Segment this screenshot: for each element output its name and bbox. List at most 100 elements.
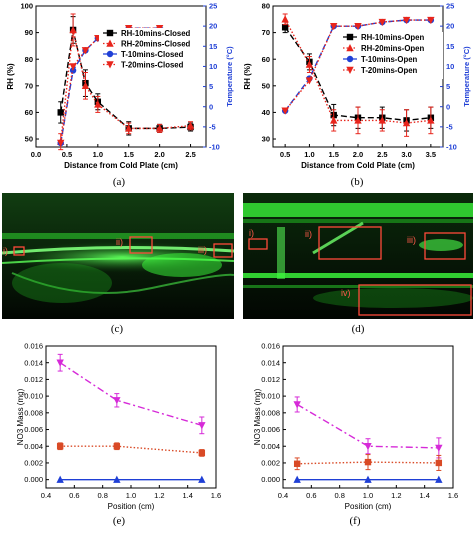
data-point xyxy=(330,116,338,124)
y2-tick-label: -10 xyxy=(209,143,220,152)
caption-e: (e) xyxy=(112,515,126,527)
y-tick-label: 0.012 xyxy=(261,375,280,384)
y-tick-label: 70 xyxy=(25,81,33,90)
y2-tick-label: 10 xyxy=(209,62,217,71)
x-tick-label: 1.4 xyxy=(182,491,192,500)
x-tick-label: 0.4 xyxy=(41,491,51,500)
x-tick-label: 0.0 xyxy=(31,150,41,159)
y-tick-label: 0.002 xyxy=(261,459,280,468)
data-point xyxy=(57,139,65,147)
data-point xyxy=(186,121,195,129)
y2-tick-label: 15 xyxy=(209,42,217,51)
chart-b: 0.5 1.0 1.5 2.0 2.5 3.0 3.5 30 40 50 60 70 80 -10 -5 0 5… xyxy=(243,2,471,170)
chart-f: 0.4 0.6 0.8 1.0 1.2 1.4 1.6 0.000 0.002 0.004 0.00… xyxy=(253,342,458,511)
legend-label: RH-10mins-Open xyxy=(361,33,424,42)
series-line xyxy=(59,362,203,427)
x-tick-label: 1.0 xyxy=(363,491,373,500)
x-tick-label: 1.6 xyxy=(448,491,458,500)
x-tick-label: 2.5 xyxy=(185,150,195,159)
y-tick-label: 50 xyxy=(25,135,33,144)
y2-tick-label: -5 xyxy=(209,122,216,131)
data-point xyxy=(113,475,121,483)
data-point xyxy=(354,116,362,124)
y2-tick-label: 25 xyxy=(209,2,217,11)
x-tick-label: 0.5 xyxy=(280,150,290,159)
y2-axis-label: Temperature (°C) xyxy=(462,46,471,107)
legend-marker xyxy=(346,33,354,41)
data-point xyxy=(435,475,443,483)
series-1 xyxy=(56,353,206,435)
data-point xyxy=(56,359,64,367)
series-2 xyxy=(293,454,443,471)
data-point xyxy=(56,475,64,483)
caption-b: (b) xyxy=(350,176,364,188)
y2-tick-label: -10 xyxy=(446,143,457,152)
data-point xyxy=(125,124,133,132)
x-tick-label: 0.5 xyxy=(62,150,72,159)
data-point xyxy=(330,22,338,31)
caption-a: (a) xyxy=(112,176,126,188)
y2-tick-label: 15 xyxy=(446,42,454,51)
data-point xyxy=(305,77,314,85)
y-tick-label: 70 xyxy=(262,28,270,37)
x-tick-label: 0.8 xyxy=(97,491,107,500)
y2-axis-label: Temperature (°C) xyxy=(225,46,234,107)
photo-c-label-2: ii) xyxy=(116,237,123,247)
legend-label: RH-20mins-Closed xyxy=(121,39,191,48)
data-point xyxy=(56,443,64,450)
data-point xyxy=(402,16,411,25)
y-tick-label: 90 xyxy=(25,28,33,37)
data-point xyxy=(281,15,289,23)
data-point xyxy=(435,459,443,467)
y-tick-label: 80 xyxy=(262,2,270,11)
y-tick-label: 0.010 xyxy=(24,392,43,401)
data-point xyxy=(402,119,411,127)
chart-a: 0.0 0.5 1.0 1.5 2.0 2.5 50 60 70 80 90 100 -10 -5 0 5 10… xyxy=(6,2,234,170)
caption-c: (c) xyxy=(110,323,124,335)
x-tick-label: 0.6 xyxy=(306,491,316,500)
x-axis-label: Position (cm) xyxy=(345,502,392,511)
y2-tick-label: 0 xyxy=(209,102,213,111)
y-tick-label: 30 xyxy=(262,135,270,144)
x-tick-label: 1.0 xyxy=(304,150,314,159)
photo-d-label-3: iii) xyxy=(407,235,416,245)
y-tick-label: 0.016 xyxy=(24,342,43,351)
y-tick-label: 0.002 xyxy=(24,459,43,468)
data-point xyxy=(354,22,362,31)
photo-c-label-1: i) xyxy=(3,246,8,256)
y2-tick-label: 0 xyxy=(446,102,450,111)
photo-d-label-4: iv) xyxy=(341,288,351,298)
y-tick-label: 60 xyxy=(262,55,270,64)
y-tick-label: 60 xyxy=(25,108,33,117)
y-tick-label: 0.016 xyxy=(261,342,280,351)
x-tick-label: 0.4 xyxy=(278,491,288,500)
data-point xyxy=(94,100,102,108)
data-point xyxy=(155,124,164,132)
data-point xyxy=(364,458,372,466)
y-tick-label: 0.008 xyxy=(24,408,43,417)
legend-marker xyxy=(106,39,114,47)
series-line xyxy=(60,445,202,454)
x-tick-label: 1.6 xyxy=(211,491,221,500)
x-tick-label: 1.4 xyxy=(419,491,429,500)
x-tick-label: 3.5 xyxy=(426,150,436,159)
y-tick-label: 0.014 xyxy=(24,358,43,367)
x-tick-label: 2.0 xyxy=(353,150,363,159)
x-tick-label: 1.5 xyxy=(328,150,338,159)
x-axis-label: Distance from Cold Plate (cm) xyxy=(64,161,178,170)
data-point xyxy=(69,25,77,34)
x-tick-label: 1.5 xyxy=(124,150,134,159)
x-axis-label: Position (cm) xyxy=(108,502,155,511)
data-point xyxy=(435,444,443,452)
y-tick-label: 0.010 xyxy=(261,392,280,401)
y-tick-label: 0.012 xyxy=(24,375,43,384)
legend-label: T-20mins-Open xyxy=(361,66,418,75)
legend-label: T-10mins-Closed xyxy=(121,50,184,59)
data-point xyxy=(427,16,435,25)
x-tick-label: 3.0 xyxy=(401,150,411,159)
x-tick-label: 1.2 xyxy=(154,491,164,500)
y-tick-label: 100 xyxy=(20,2,33,11)
photo-c-label-3: iii) xyxy=(198,245,207,255)
x-tick-label: 0.8 xyxy=(334,491,344,500)
data-point xyxy=(364,443,372,451)
